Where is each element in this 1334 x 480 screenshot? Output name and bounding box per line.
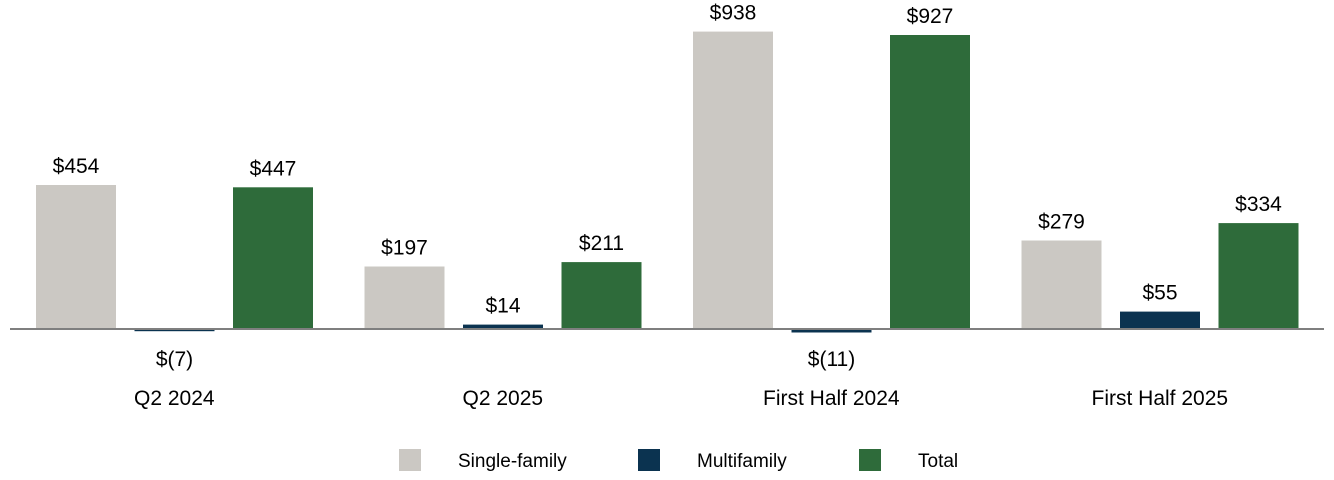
- data-label-total: $927: [907, 5, 954, 28]
- data-label-single-family: $279: [1038, 211, 1085, 234]
- legend-label-total: Total: [918, 451, 958, 472]
- legend-swatch-total: [859, 449, 881, 471]
- category-label: Q2 2025: [463, 387, 544, 410]
- category-label: First Half 2024: [763, 387, 900, 410]
- bar-single-family: [36, 185, 116, 329]
- data-labels-layer: $454 $(7) $447 $197 $14 $211 $938 $(11) $927 $279…: [53, 2, 1283, 371]
- bar-multifamily: [1120, 311, 1200, 329]
- legend-swatch-single-family: [399, 449, 421, 471]
- bar-single-family: [693, 31, 773, 329]
- data-label-total: $211: [579, 232, 624, 255]
- bar-total: [890, 35, 970, 329]
- legend-label-multifamily: Multifamily: [697, 451, 787, 472]
- category-label: First Half 2025: [1092, 387, 1229, 410]
- bar-total: [233, 187, 313, 329]
- data-label-multifamily: $(11): [808, 348, 855, 371]
- bar-single-family: [1021, 240, 1102, 329]
- bar-multifamily: [463, 324, 543, 329]
- bar-multifamily: [791, 329, 872, 333]
- data-label-total: $447: [250, 157, 297, 180]
- data-label-multifamily: $14: [485, 295, 520, 318]
- legend-swatch-multifamily: [638, 449, 660, 471]
- bar-single-family: [364, 266, 445, 329]
- category-axis-labels: Q2 2024 Q2 2025 First Half 2024 First Half …: [134, 387, 1228, 410]
- data-label-single-family: $197: [381, 237, 428, 260]
- legend-label-single-family: Single-family: [458, 451, 567, 472]
- data-label-single-family: $454: [53, 155, 100, 178]
- legend: Single-family Multifamily Total: [399, 449, 958, 472]
- data-label-total: $334: [1235, 193, 1282, 216]
- bar-total: [561, 262, 642, 329]
- bars-layer: [36, 31, 1299, 333]
- data-label-multifamily: $55: [1142, 282, 1177, 305]
- data-label-single-family: $938: [710, 2, 757, 25]
- bar-multifamily: [134, 329, 215, 332]
- category-label: Q2 2024: [134, 387, 215, 410]
- bar-total: [1218, 223, 1299, 329]
- data-label-multifamily: $(7): [156, 348, 193, 371]
